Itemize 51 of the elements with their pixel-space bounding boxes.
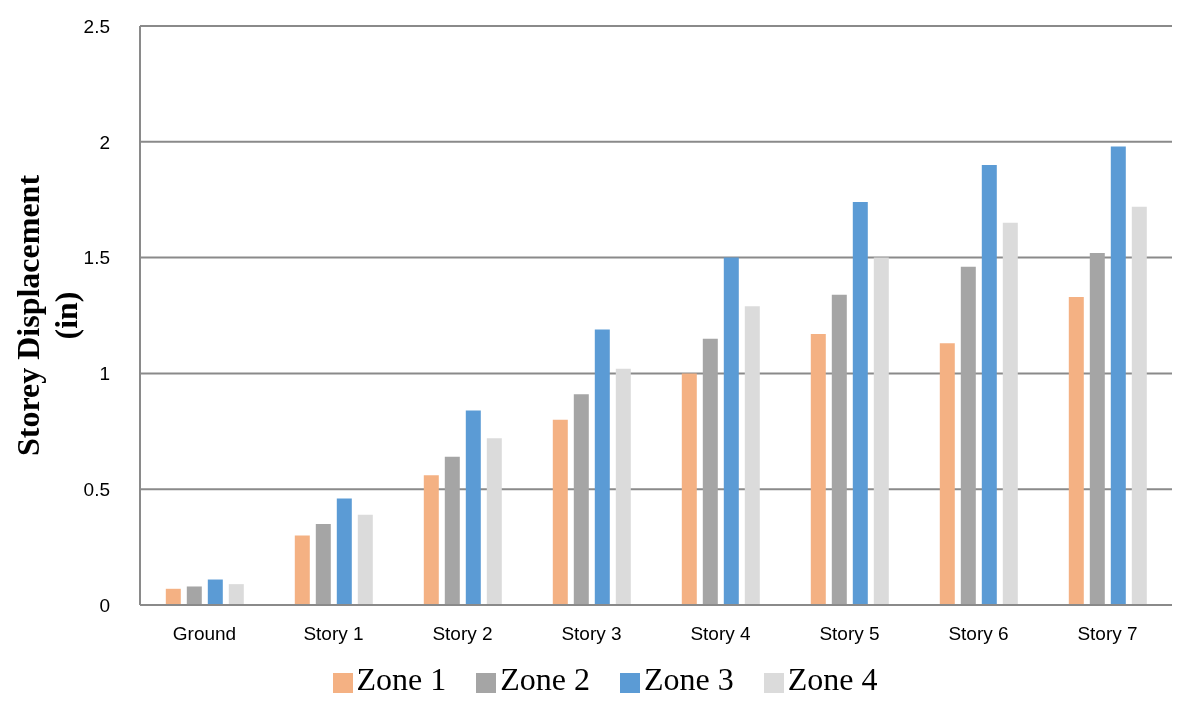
bar [186,586,202,605]
bar [873,257,889,605]
bar [852,202,868,605]
bar [552,419,568,605]
bar [315,523,331,605]
bar [810,334,826,605]
bar [960,266,976,605]
bar [486,438,502,605]
y-tick-label: 1.5 [83,247,110,269]
bar [939,343,955,605]
bar [831,294,847,605]
bar [723,257,739,605]
bar [1068,296,1084,605]
bar [228,584,244,605]
bar [423,475,439,605]
bar [357,514,373,605]
bar [744,306,760,605]
bar [1110,146,1126,605]
bar [1002,222,1018,605]
legend-label: Zone 1 [356,661,447,697]
x-tick-label: Story 3 [561,623,622,645]
bar [702,338,718,605]
bar [444,456,460,605]
bar [573,394,589,605]
x-tick-label: Story 5 [819,623,880,645]
bar [1131,206,1147,605]
x-tick-label: Ground [172,623,237,645]
bar [981,164,997,605]
y-tick-label: 0.5 [83,478,110,500]
bar [465,410,481,605]
legend-label: Zone 2 [500,661,590,697]
y-tick-label: 1 [99,363,110,385]
bar [1089,252,1105,605]
legend-label: Zone 4 [787,661,878,697]
x-tick-label: Story 7 [1077,623,1138,645]
x-tick-label: Story 6 [948,623,1009,645]
y-tick-label: 2.5 [83,15,110,37]
bar [165,588,181,605]
y-tick-label: 0 [99,594,110,616]
bar [681,373,697,605]
bar [294,535,310,605]
legend-label: Zone 3 [644,661,734,697]
bar [594,329,610,605]
y-axis-title: Storey Displacement (in) [10,174,84,457]
bar [615,368,631,605]
bar [336,498,352,605]
bar [207,579,223,605]
x-tick-label: Story 4 [690,623,752,645]
x-tick-label: Story 2 [432,623,493,645]
y-tick-label: 2 [99,131,110,153]
x-tick-label: Story 1 [303,623,364,645]
